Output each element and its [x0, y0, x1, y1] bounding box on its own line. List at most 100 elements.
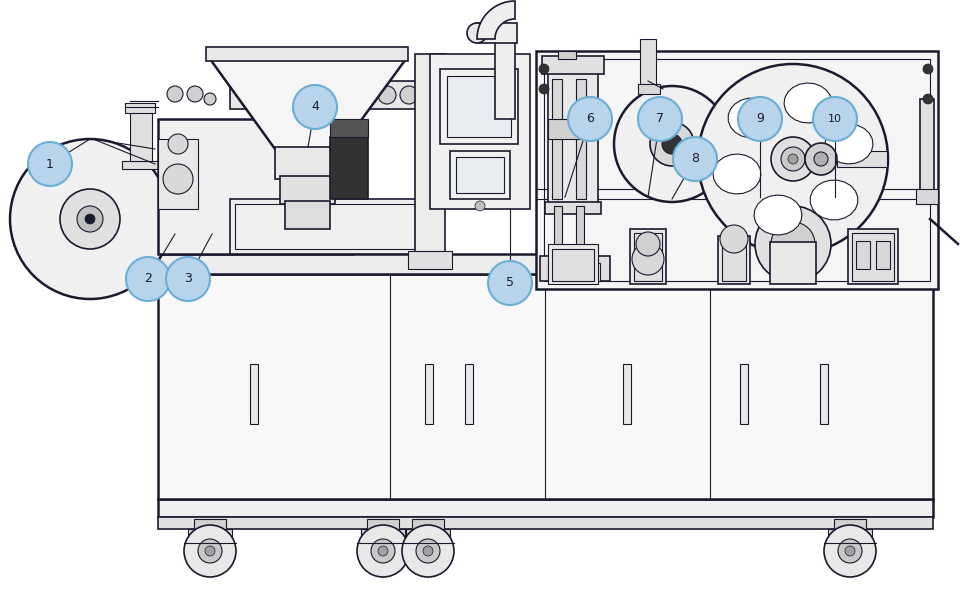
Circle shape — [85, 214, 95, 224]
Circle shape — [720, 225, 748, 253]
Bar — [634, 233, 662, 281]
Bar — [540, 256, 610, 281]
Text: 5: 5 — [506, 277, 514, 289]
Circle shape — [400, 86, 418, 104]
Circle shape — [475, 201, 485, 211]
Circle shape — [813, 97, 857, 141]
Circle shape — [467, 23, 487, 43]
Bar — [552, 79, 562, 199]
Bar — [558, 51, 576, 59]
Bar — [545, 202, 601, 214]
Circle shape — [184, 525, 236, 577]
Bar — [548, 119, 596, 139]
Bar — [576, 79, 586, 199]
Bar — [852, 233, 894, 281]
Bar — [848, 229, 898, 284]
Bar — [158, 517, 933, 529]
Bar — [122, 161, 160, 169]
Circle shape — [416, 539, 440, 563]
Circle shape — [662, 134, 682, 154]
Circle shape — [755, 206, 831, 282]
Text: 7: 7 — [656, 113, 664, 126]
Bar — [554, 206, 562, 256]
Circle shape — [805, 143, 837, 175]
Bar — [158, 254, 933, 274]
Circle shape — [788, 154, 798, 164]
Bar — [406, 529, 450, 543]
Text: 3: 3 — [184, 273, 192, 286]
Circle shape — [198, 539, 222, 563]
Bar — [158, 119, 353, 254]
Bar — [876, 241, 890, 269]
Bar — [740, 364, 748, 424]
Circle shape — [488, 261, 532, 305]
Bar — [275, 147, 340, 179]
Bar — [552, 249, 594, 281]
Bar — [447, 76, 511, 137]
Circle shape — [568, 97, 612, 141]
Bar — [235, 204, 415, 249]
Bar — [130, 111, 152, 161]
Circle shape — [838, 539, 862, 563]
Polygon shape — [477, 1, 515, 39]
Polygon shape — [713, 154, 761, 194]
Bar — [576, 206, 584, 256]
Bar — [542, 56, 604, 74]
Circle shape — [167, 86, 183, 102]
Bar — [250, 364, 258, 424]
Bar — [125, 103, 155, 113]
Bar — [536, 51, 938, 289]
Circle shape — [638, 97, 682, 141]
Circle shape — [814, 152, 828, 166]
Circle shape — [738, 97, 782, 141]
Bar — [230, 81, 430, 109]
Circle shape — [312, 86, 330, 104]
Bar — [920, 99, 934, 199]
Text: 9: 9 — [756, 113, 764, 126]
Text: 10: 10 — [828, 114, 842, 124]
Bar — [412, 519, 444, 529]
Circle shape — [334, 86, 352, 104]
Circle shape — [357, 525, 409, 577]
Circle shape — [204, 93, 216, 105]
Circle shape — [824, 525, 876, 577]
Bar — [623, 364, 631, 424]
Circle shape — [923, 94, 933, 104]
Bar — [361, 529, 405, 543]
Text: 2: 2 — [144, 273, 152, 286]
Bar — [630, 229, 666, 284]
Circle shape — [166, 257, 210, 301]
Circle shape — [402, 525, 454, 577]
Circle shape — [614, 86, 730, 202]
Bar — [158, 274, 933, 499]
Circle shape — [650, 122, 694, 166]
Bar — [440, 69, 518, 144]
Bar — [367, 519, 399, 529]
Bar — [330, 137, 368, 199]
Circle shape — [423, 546, 433, 556]
Circle shape — [845, 546, 855, 556]
Text: 4: 4 — [311, 101, 319, 113]
Bar — [477, 23, 517, 43]
Bar — [456, 157, 504, 193]
Circle shape — [771, 222, 815, 266]
Bar — [548, 244, 598, 284]
Circle shape — [290, 86, 308, 104]
Text: 1: 1 — [46, 158, 54, 171]
Circle shape — [781, 147, 805, 171]
Polygon shape — [784, 83, 832, 123]
Bar — [548, 69, 598, 209]
Text: 6: 6 — [586, 113, 594, 126]
Polygon shape — [754, 195, 802, 235]
Circle shape — [698, 64, 888, 254]
Polygon shape — [729, 98, 776, 138]
Circle shape — [187, 86, 203, 102]
Bar — [856, 241, 870, 269]
Bar — [495, 39, 515, 119]
Circle shape — [539, 64, 549, 74]
Bar — [828, 529, 872, 543]
Bar — [465, 364, 473, 424]
Circle shape — [673, 137, 717, 181]
Circle shape — [458, 81, 502, 125]
Bar — [188, 529, 232, 543]
